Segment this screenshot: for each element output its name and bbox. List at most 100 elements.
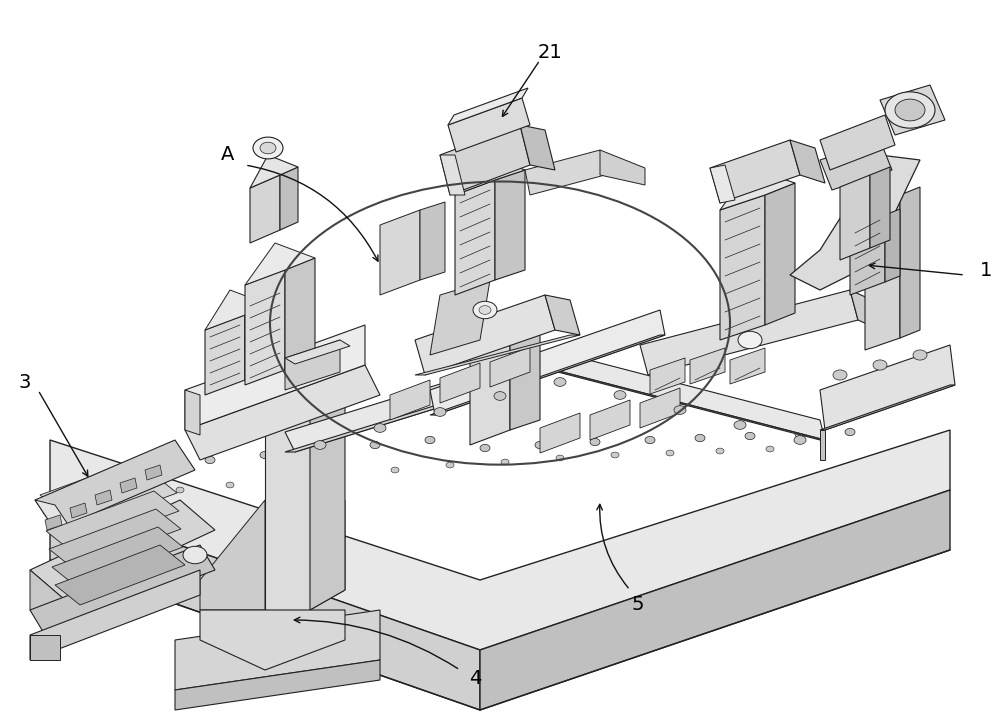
- Circle shape: [253, 137, 283, 159]
- Polygon shape: [70, 503, 87, 518]
- Circle shape: [794, 436, 806, 444]
- Polygon shape: [185, 390, 200, 435]
- Circle shape: [895, 99, 925, 121]
- Polygon shape: [415, 295, 555, 375]
- Circle shape: [795, 431, 805, 438]
- Polygon shape: [550, 350, 825, 440]
- Circle shape: [260, 142, 276, 154]
- Circle shape: [176, 487, 184, 493]
- Polygon shape: [730, 348, 765, 384]
- Polygon shape: [710, 140, 800, 203]
- Circle shape: [666, 450, 674, 456]
- Circle shape: [226, 482, 234, 488]
- Polygon shape: [30, 500, 215, 600]
- Polygon shape: [245, 270, 285, 385]
- Polygon shape: [245, 305, 270, 380]
- Circle shape: [674, 406, 686, 415]
- Polygon shape: [525, 150, 605, 195]
- Polygon shape: [49, 509, 181, 569]
- Polygon shape: [55, 545, 185, 605]
- Polygon shape: [200, 500, 265, 610]
- Circle shape: [260, 452, 270, 459]
- Polygon shape: [820, 385, 955, 430]
- Circle shape: [766, 446, 774, 452]
- Polygon shape: [420, 202, 445, 280]
- Polygon shape: [30, 570, 200, 660]
- Polygon shape: [430, 280, 490, 355]
- Text: 5: 5: [632, 595, 644, 614]
- Circle shape: [885, 92, 935, 129]
- Polygon shape: [50, 430, 950, 650]
- Circle shape: [314, 441, 326, 449]
- Polygon shape: [870, 167, 890, 248]
- Polygon shape: [30, 570, 65, 640]
- Polygon shape: [850, 215, 885, 295]
- Polygon shape: [470, 335, 510, 445]
- Circle shape: [845, 428, 855, 436]
- Polygon shape: [285, 370, 560, 452]
- Circle shape: [205, 457, 215, 464]
- Circle shape: [336, 471, 344, 477]
- Circle shape: [183, 546, 207, 563]
- Polygon shape: [145, 465, 162, 480]
- Polygon shape: [850, 290, 880, 330]
- Polygon shape: [510, 325, 540, 430]
- Polygon shape: [40, 455, 175, 515]
- Polygon shape: [35, 500, 75, 535]
- Polygon shape: [440, 363, 480, 403]
- Polygon shape: [640, 290, 858, 375]
- Polygon shape: [175, 660, 380, 710]
- Polygon shape: [885, 209, 900, 282]
- Polygon shape: [690, 348, 725, 384]
- Circle shape: [494, 391, 506, 400]
- Polygon shape: [820, 345, 955, 430]
- Polygon shape: [52, 527, 183, 587]
- Circle shape: [374, 424, 386, 433]
- Polygon shape: [720, 195, 765, 340]
- Polygon shape: [790, 155, 920, 290]
- Circle shape: [446, 462, 454, 468]
- Circle shape: [155, 461, 165, 468]
- Polygon shape: [205, 290, 270, 330]
- Polygon shape: [880, 85, 945, 135]
- Polygon shape: [430, 335, 665, 415]
- Polygon shape: [200, 610, 345, 670]
- Polygon shape: [265, 360, 345, 380]
- Polygon shape: [600, 150, 645, 185]
- Polygon shape: [490, 347, 530, 387]
- Polygon shape: [250, 155, 298, 188]
- Polygon shape: [43, 473, 177, 533]
- Circle shape: [611, 452, 619, 458]
- Polygon shape: [205, 315, 245, 395]
- Circle shape: [833, 370, 847, 380]
- Circle shape: [480, 444, 490, 452]
- Polygon shape: [820, 115, 895, 170]
- Polygon shape: [545, 295, 580, 335]
- Polygon shape: [250, 175, 280, 243]
- Polygon shape: [415, 335, 580, 375]
- Polygon shape: [175, 610, 380, 690]
- Polygon shape: [820, 430, 825, 460]
- Polygon shape: [285, 340, 350, 364]
- Polygon shape: [900, 187, 920, 338]
- Circle shape: [315, 446, 325, 454]
- Polygon shape: [540, 413, 580, 453]
- Circle shape: [645, 436, 655, 444]
- Circle shape: [434, 407, 446, 416]
- Polygon shape: [640, 388, 680, 428]
- Polygon shape: [30, 635, 60, 660]
- Circle shape: [554, 378, 566, 386]
- Polygon shape: [245, 243, 315, 285]
- Circle shape: [501, 459, 509, 465]
- Circle shape: [716, 448, 724, 454]
- Polygon shape: [430, 310, 665, 415]
- Polygon shape: [710, 165, 735, 203]
- Polygon shape: [650, 358, 685, 394]
- Polygon shape: [285, 258, 315, 370]
- Text: 4: 4: [469, 669, 481, 688]
- Polygon shape: [50, 500, 480, 710]
- Circle shape: [425, 436, 435, 444]
- Polygon shape: [440, 125, 530, 195]
- Polygon shape: [550, 370, 825, 440]
- Polygon shape: [185, 365, 380, 460]
